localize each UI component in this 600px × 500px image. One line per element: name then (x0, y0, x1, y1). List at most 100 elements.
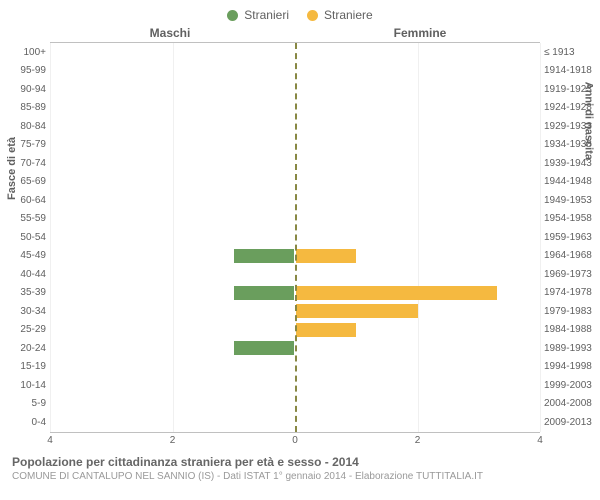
chart-title: Popolazione per cittadinanza straniera p… (12, 455, 590, 469)
age-row: 70-741939-1943 (50, 154, 540, 173)
birth-year-label: 1914-1918 (544, 65, 600, 76)
age-row: 10-141999-2003 (50, 376, 540, 395)
male-half (50, 210, 295, 229)
age-row: 55-591954-1958 (50, 210, 540, 229)
male-half (50, 395, 295, 414)
x-tick: 0 (292, 435, 298, 446)
male-half (50, 99, 295, 118)
age-row: 35-391974-1978 (50, 284, 540, 303)
age-label: 0-4 (4, 417, 46, 428)
age-row: 90-941919-1923 (50, 80, 540, 99)
age-label: 35-39 (4, 287, 46, 298)
age-row: 75-791934-1938 (50, 136, 540, 155)
birth-year-label: 1964-1968 (544, 250, 600, 261)
birth-year-label: 2009-2013 (544, 417, 600, 428)
legend-label-male: Stranieri (244, 8, 289, 22)
female-half (295, 321, 540, 340)
chart-footer: Popolazione per cittadinanza straniera p… (0, 451, 600, 482)
age-label: 95-99 (4, 65, 46, 76)
x-tick: 4 (47, 435, 53, 446)
age-label: 65-69 (4, 176, 46, 187)
female-half (295, 117, 540, 136)
male-half (50, 154, 295, 173)
birth-year-label: 1944-1948 (544, 176, 600, 187)
x-axis: 42024 (50, 432, 540, 451)
legend-label-female: Straniere (324, 8, 373, 22)
age-row: 25-291984-1988 (50, 321, 540, 340)
male-half (50, 247, 295, 266)
male-half (50, 376, 295, 395)
male-half (50, 173, 295, 192)
legend-item-female: Straniere (307, 8, 373, 22)
age-label: 40-44 (4, 269, 46, 280)
population-pyramid-chart: Stranieri Straniere Maschi Femmine Fasce… (0, 0, 600, 500)
male-half (50, 302, 295, 321)
age-row: 65-691944-1948 (50, 173, 540, 192)
birth-year-label: 1934-1938 (544, 139, 600, 150)
age-label: 80-84 (4, 121, 46, 132)
age-label: 25-29 (4, 324, 46, 335)
age-row: 5-92004-2008 (50, 395, 540, 414)
female-half (295, 62, 540, 81)
panel-titles: Maschi Femmine (0, 22, 600, 42)
birth-year-label: 1954-1958 (544, 213, 600, 224)
birth-year-label: 1989-1993 (544, 343, 600, 354)
female-half (295, 43, 540, 62)
birth-year-label: 1974-1978 (544, 287, 600, 298)
male-half (50, 265, 295, 284)
x-tick: 4 (537, 435, 543, 446)
male-half (50, 80, 295, 99)
female-bar (295, 249, 356, 263)
age-row: 85-891924-1928 (50, 99, 540, 118)
age-row: 20-241989-1993 (50, 339, 540, 358)
birth-year-label: 1959-1963 (544, 232, 600, 243)
age-label: 100+ (4, 47, 46, 58)
age-row: 50-541959-1963 (50, 228, 540, 247)
male-half (50, 228, 295, 247)
chart-source: COMUNE DI CANTALUPO NEL SANNIO (IS) - Da… (12, 471, 590, 482)
age-label: 10-14 (4, 380, 46, 391)
male-half (50, 358, 295, 377)
female-half (295, 80, 540, 99)
female-half (295, 154, 540, 173)
age-row: 80-841929-1933 (50, 117, 540, 136)
age-label: 60-64 (4, 195, 46, 206)
male-half (50, 136, 295, 155)
legend-swatch-female (307, 10, 318, 21)
female-half (295, 395, 540, 414)
age-label: 85-89 (4, 102, 46, 113)
age-row: 45-491964-1968 (50, 247, 540, 266)
female-bar (295, 323, 356, 337)
female-bar (295, 286, 497, 300)
panel-title-male: Maschi (0, 26, 300, 40)
age-label: 50-54 (4, 232, 46, 243)
male-bar (234, 286, 295, 300)
age-label: 90-94 (4, 84, 46, 95)
birth-year-label: 2004-2008 (544, 398, 600, 409)
age-label: 75-79 (4, 139, 46, 150)
birth-year-label: 1949-1953 (544, 195, 600, 206)
birth-year-label: 1939-1943 (544, 158, 600, 169)
age-row: 15-191994-1998 (50, 358, 540, 377)
male-half (50, 117, 295, 136)
age-label: 20-24 (4, 343, 46, 354)
female-half (295, 191, 540, 210)
female-half (295, 228, 540, 247)
x-tick: 2 (170, 435, 176, 446)
age-label: 70-74 (4, 158, 46, 169)
male-half (50, 191, 295, 210)
male-bar (234, 249, 295, 263)
birth-year-label: 1969-1973 (544, 269, 600, 280)
male-half (50, 43, 295, 62)
female-half (295, 376, 540, 395)
female-half (295, 99, 540, 118)
age-label: 5-9 (4, 398, 46, 409)
birth-year-label: 1919-1923 (544, 84, 600, 95)
birth-year-label: 1984-1988 (544, 324, 600, 335)
age-row: 30-341979-1983 (50, 302, 540, 321)
male-half (50, 339, 295, 358)
female-half (295, 358, 540, 377)
male-half (50, 321, 295, 340)
age-label: 15-19 (4, 361, 46, 372)
legend-item-male: Stranieri (227, 8, 289, 22)
